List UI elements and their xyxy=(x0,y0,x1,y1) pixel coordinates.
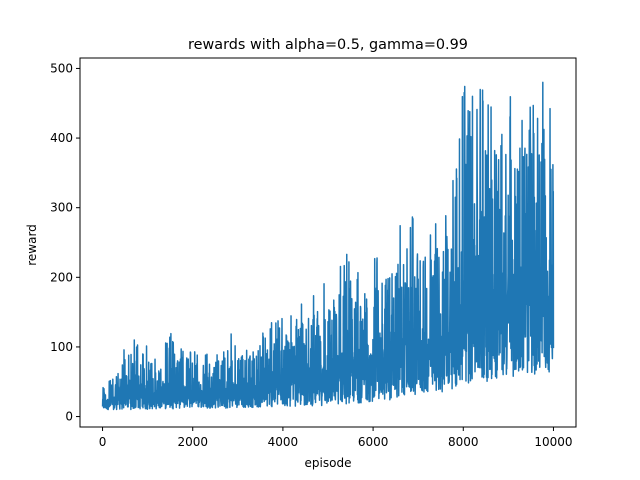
y-tick-label: 400 xyxy=(50,131,73,145)
y-axis: 0 100 200 300 400 500 xyxy=(50,61,80,424)
x-axis: 0 2000 4000 6000 8000 10000 xyxy=(99,427,573,449)
reward-series-line xyxy=(101,81,555,411)
x-tick-label: 10000 xyxy=(534,435,572,449)
axes-frame xyxy=(79,57,577,428)
plot-area xyxy=(101,81,555,411)
x-tick-label: 4000 xyxy=(268,435,299,449)
y-axis-label: reward xyxy=(25,224,39,266)
y-tick-label: 100 xyxy=(50,340,73,354)
x-tick-label: 8000 xyxy=(448,435,479,449)
y-tick-label: 200 xyxy=(50,270,73,284)
x-tick-label: 6000 xyxy=(358,435,389,449)
x-tick-label: 0 xyxy=(99,435,107,449)
y-tick-label: 0 xyxy=(65,410,73,424)
chart-title: rewards with alpha=0.5, gamma=0.99 xyxy=(188,37,468,53)
y-tick-label: 500 xyxy=(50,61,73,75)
x-axis-label: episode xyxy=(305,456,352,470)
x-tick-label: 2000 xyxy=(177,435,208,449)
y-tick-label: 300 xyxy=(50,201,73,215)
